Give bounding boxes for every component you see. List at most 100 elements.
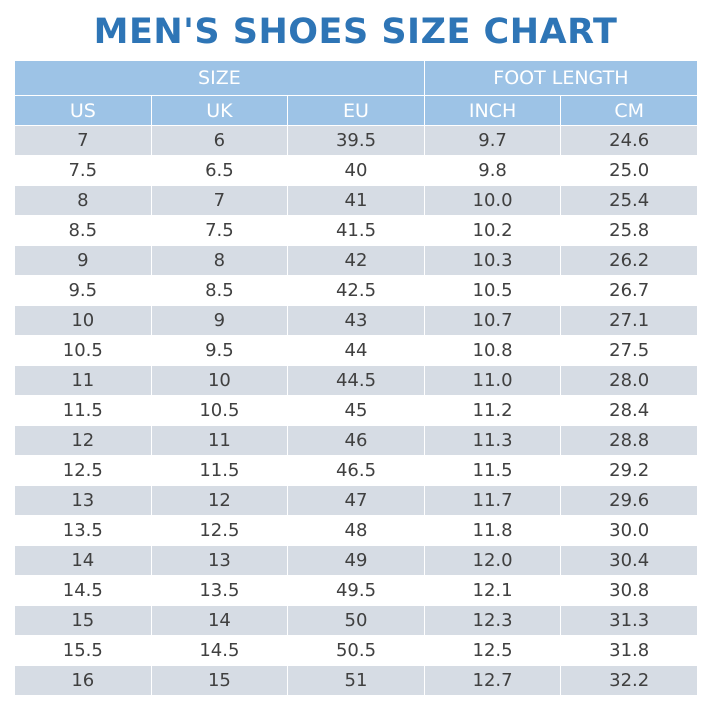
table-cell: 24.6 [560, 125, 698, 156]
table-cell: 9 [150, 305, 289, 336]
table-cell: 10.2 [423, 215, 562, 246]
table-cell: 31.8 [560, 635, 698, 666]
table-cell: 10.5 [423, 275, 562, 306]
table-row: 8.5 7.5 41.5 10.2 25.8 [14, 215, 698, 246]
table-cell: 15.5 [14, 635, 152, 666]
table-row: 11.5 10.5 45 11.2 28.4 [14, 395, 698, 426]
table-cell: 8 [150, 245, 289, 276]
table-row: 7 6 39.5 9.7 24.6 [14, 125, 698, 156]
table-cell: 12.5 [14, 455, 152, 486]
table-cell: 8.5 [14, 215, 152, 246]
table-row: 15 14 50 12.3 31.3 [14, 605, 698, 636]
table-cell: 8.5 [150, 275, 289, 306]
table-cell: 27.1 [560, 305, 698, 336]
table-cell: 14 [14, 545, 152, 576]
table-cell: 11.2 [423, 395, 562, 426]
table-cell: 12.3 [423, 605, 562, 636]
table-cell: 15 [14, 605, 152, 636]
table-cell: 12 [150, 485, 289, 516]
table-cell: 10.5 [14, 335, 152, 366]
title: MEN'S SHOES SIZE CHART [93, 12, 618, 52]
table-cell: 10 [14, 305, 152, 336]
table-cell: 9.7 [423, 125, 562, 156]
table-cell: 9.8 [423, 155, 562, 186]
table-cell: 25.0 [560, 155, 698, 186]
column-header: INCH [423, 95, 562, 126]
table-cell: 39.5 [287, 125, 425, 156]
table-cell: 50.5 [287, 635, 425, 666]
group-header: FOOT LENGTH [423, 60, 699, 96]
table-cell: 11 [150, 425, 289, 456]
table-row: 12.5 11.5 46.5 11.5 29.2 [14, 455, 698, 486]
table-cell: 46.5 [287, 455, 425, 486]
table-row: 10 9 43 10.7 27.1 [14, 305, 698, 336]
column-header: UK [150, 95, 289, 126]
table-cell: 32.2 [560, 665, 698, 696]
table-cell: 11.5 [150, 455, 289, 486]
table-cell: 48 [287, 515, 425, 546]
table-cell: 27.5 [560, 335, 698, 366]
table-cell: 12.7 [423, 665, 562, 696]
table-head: SIZE FOOT LENGTH US UK EU INCH CM [14, 60, 699, 126]
column-header: EU [287, 95, 425, 126]
table-cell: 11.7 [423, 485, 562, 516]
table-cell: 12.1 [423, 575, 562, 606]
table-cell: 51 [287, 665, 425, 696]
table-row: 10.5 9.5 44 10.8 27.5 [14, 335, 698, 366]
table-row: 14 13 49 12.0 30.4 [14, 545, 698, 576]
table-row: 11 10 44.5 11.0 28.0 [14, 365, 698, 396]
table-row: 14.5 13.5 49.5 12.1 30.8 [14, 575, 698, 606]
table-row: 12 11 46 11.3 28.8 [14, 425, 698, 456]
table-row: 9.5 8.5 42.5 10.5 26.7 [14, 275, 698, 306]
table-cell: 14.5 [14, 575, 152, 606]
table-cell: 10.0 [423, 185, 562, 216]
table-cell: 29.2 [560, 455, 698, 486]
table-cell: 29.6 [560, 485, 698, 516]
table-cell: 11.0 [423, 365, 562, 396]
table-cell: 11 [14, 365, 152, 396]
table-row: 8 7 41 10.0 25.4 [14, 185, 698, 216]
table-cell: 45 [287, 395, 425, 426]
table-cell: 10.3 [423, 245, 562, 276]
size-table: SIZE FOOT LENGTH US UK EU INCH CM 7 6 39.5 9.7 2… [14, 60, 699, 696]
table-cell: 26.7 [560, 275, 698, 306]
group-row: SIZE FOOT LENGTH [14, 60, 699, 96]
table-cell: 28.8 [560, 425, 698, 456]
table-cell: 13.5 [150, 575, 289, 606]
table-cell: 12.5 [150, 515, 289, 546]
table-cell: 50 [287, 605, 425, 636]
table-cell: 41.5 [287, 215, 425, 246]
table-cell: 49.5 [287, 575, 425, 606]
table-cell: 12.0 [423, 545, 562, 576]
table-cell: 30.0 [560, 515, 698, 546]
table-cell: 9 [14, 245, 152, 276]
table-cell: 28.4 [560, 395, 698, 426]
table-cell: 10 [150, 365, 289, 396]
table-cell: 25.4 [560, 185, 698, 216]
table-cell: 8 [14, 185, 152, 216]
table-row: 16 15 51 12.7 32.2 [14, 665, 698, 696]
table-cell: 11.5 [423, 455, 562, 486]
table-cell: 26.2 [560, 245, 698, 276]
table-cell: 12 [14, 425, 152, 456]
table-cell: 30.4 [560, 545, 698, 576]
table-row: 7.5 6.5 40 9.8 25.0 [14, 155, 698, 186]
table-cell: 10.8 [423, 335, 562, 366]
table-row: 9 8 42 10.3 26.2 [14, 245, 698, 276]
table-cell: 42 [287, 245, 425, 276]
table-cell: 42.5 [287, 275, 425, 306]
table-cell: 7 [14, 125, 152, 156]
table-cell: 6.5 [150, 155, 289, 186]
table-cell: 15 [150, 665, 289, 696]
table-cell: 7 [150, 185, 289, 216]
table-cell: 9.5 [14, 275, 152, 306]
table-cell: 47 [287, 485, 425, 516]
table-cell: 7.5 [150, 215, 289, 246]
table-cell: 14.5 [150, 635, 289, 666]
table-row: 13 12 47 11.7 29.6 [14, 485, 698, 516]
table-cell: 10.5 [150, 395, 289, 426]
table-cell: 7.5 [14, 155, 152, 186]
table-cell: 44.5 [287, 365, 425, 396]
table-cell: 11.5 [14, 395, 152, 426]
